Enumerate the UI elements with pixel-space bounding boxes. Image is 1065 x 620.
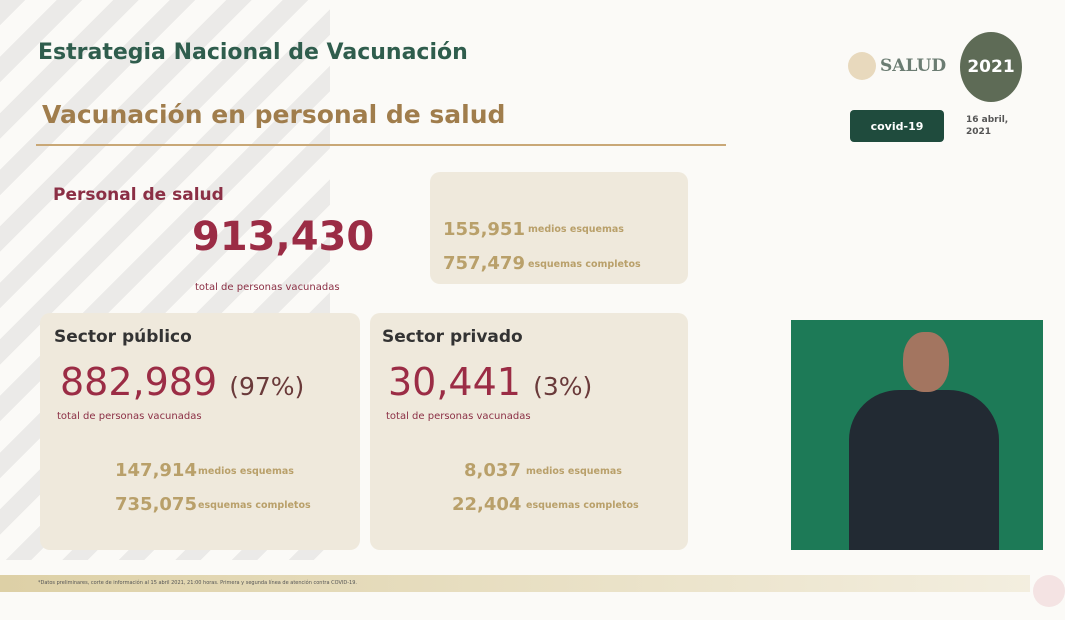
privado-pct: (3%) bbox=[533, 372, 593, 401]
privado-total-label: total de personas vacunadas bbox=[386, 411, 531, 422]
privado-completos: 22,404 bbox=[452, 494, 522, 515]
sign-language-interpreter-video bbox=[791, 320, 1043, 550]
publico-total-value: 882,989 bbox=[60, 360, 218, 404]
personal-total: 913,430 bbox=[192, 214, 375, 260]
personal-medios-label: medios esquemas bbox=[528, 224, 624, 235]
publico-total: 882,989 (97%) bbox=[60, 360, 304, 404]
mexico-logo-icon bbox=[1033, 575, 1065, 607]
page-subtitle: Vacunación en personal de salud bbox=[42, 100, 506, 129]
personal-heading: Personal de salud bbox=[53, 185, 224, 205]
personal-completos: 757,479 bbox=[443, 253, 525, 274]
date: 16 abril, 2021 bbox=[966, 115, 1009, 137]
privado-medios-label: medios esquemas bbox=[526, 466, 622, 477]
interpreter-head bbox=[903, 332, 949, 392]
publico-pct: (97%) bbox=[229, 372, 305, 401]
publico-medios-label: medios esquemas bbox=[198, 466, 294, 477]
interpreter-body bbox=[849, 390, 999, 550]
salud-logo: SALUD bbox=[848, 52, 946, 80]
privado-total-value: 30,441 bbox=[388, 360, 521, 404]
privado-medios: 8,037 bbox=[464, 460, 521, 481]
personal-breakdown-panel bbox=[430, 172, 688, 284]
page-title: Estrategia Nacional de Vacunación bbox=[38, 40, 468, 65]
publico-completos: 735,075 bbox=[115, 494, 197, 515]
covid-badge: covid-19 bbox=[850, 110, 944, 142]
personal-completos-label: esquemas completos bbox=[528, 259, 641, 270]
privado-total: 30,441 (3%) bbox=[388, 360, 592, 404]
publico-completos-label: esquemas completos bbox=[198, 500, 311, 511]
personal-total-label: total de personas vacunadas bbox=[195, 282, 340, 293]
seal-icon bbox=[848, 52, 876, 80]
logo-2021: 2021 bbox=[960, 32, 1022, 102]
footnote: *Datos preliminares, corte de informació… bbox=[0, 575, 1030, 592]
publico-panel bbox=[40, 313, 360, 550]
publico-heading: Sector público bbox=[54, 327, 192, 347]
salud-logo-text: SALUD bbox=[880, 56, 947, 76]
privado-completos-label: esquemas completos bbox=[526, 500, 639, 511]
publico-total-label: total de personas vacunadas bbox=[57, 411, 202, 422]
privado-heading: Sector privado bbox=[382, 327, 523, 347]
divider bbox=[36, 144, 726, 146]
privado-panel bbox=[370, 313, 688, 550]
publico-medios: 147,914 bbox=[115, 460, 197, 481]
personal-medios: 155,951 bbox=[443, 219, 525, 240]
